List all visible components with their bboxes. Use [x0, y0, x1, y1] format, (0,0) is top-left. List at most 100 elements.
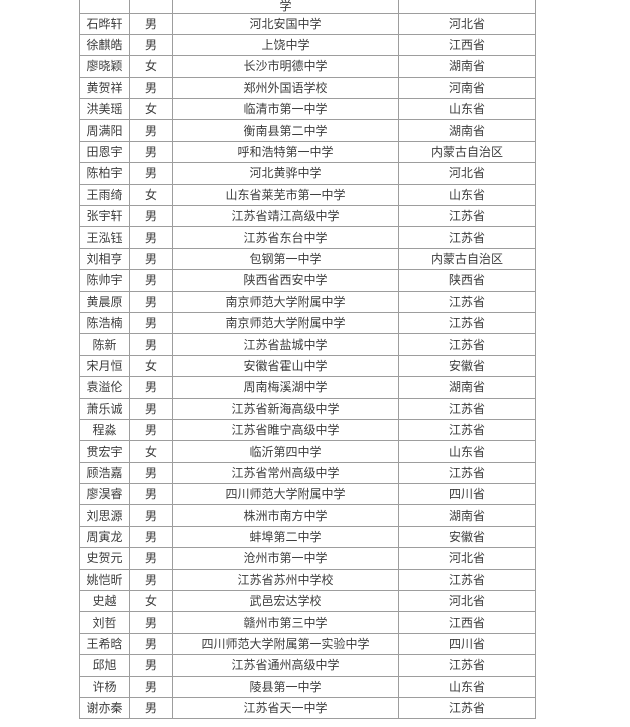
cell-name: 周寅龙: [79, 525, 130, 549]
cell-name: 黄晨原: [79, 290, 130, 313]
cell-school: 江苏省常州高级中学: [172, 461, 399, 485]
cell-province: 江苏省: [398, 205, 536, 228]
table-row: 陈新男江苏省盐城中学 江苏省: [79, 333, 536, 356]
cell-name: 史越: [79, 590, 130, 613]
cell-school: 郑州外国语学校: [172, 76, 399, 100]
cell-gender: 男: [129, 547, 173, 570]
cell-name: 廖淏睿: [79, 483, 130, 506]
cell-gender: 男: [129, 504, 173, 527]
cell-school: 安徽省霍山中学: [172, 354, 399, 378]
table-row: 田恩宇男呼和浩特第一中学 内蒙古自治区: [79, 140, 536, 164]
cell-school: 河北黄骅中学: [172, 162, 399, 185]
cell-province: 江苏省: [398, 461, 536, 485]
cell-school: 江苏省天一中学: [172, 696, 399, 720]
cell-gender: 男: [129, 226, 173, 249]
cell-school: 上饶中学: [172, 33, 399, 57]
cell-name: 许杨: [79, 675, 130, 699]
table-row: 萧乐诚男江苏省新海高级中学 江苏省: [79, 397, 536, 420]
cell-name: 程淼: [79, 418, 130, 442]
cell-gender: 女: [129, 440, 173, 463]
cell-gender: 男: [129, 632, 173, 656]
table-row: 贯宏宇女临沂第四中学 山东省: [79, 440, 536, 463]
cell-province: 河北省: [398, 12, 536, 35]
cell-name: 顾浩嘉: [79, 461, 130, 485]
cell-gender: 女: [129, 55, 173, 78]
cell-school: 赣州市第三中学: [172, 611, 399, 634]
table-row: 陈帅宇男陕西省西安中学 陕西省: [79, 269, 536, 292]
table-row: 史贺元男沧州市第一中学 河北省: [79, 547, 536, 570]
cell-gender: 男: [129, 397, 173, 420]
cell-name: 谢亦秦: [79, 696, 130, 720]
cell-province: 山东省: [398, 98, 536, 121]
table-row: 刘思源男株洲市南方中学 湖南省: [79, 504, 536, 527]
cell-school: 蚌埠第二中学: [172, 525, 399, 549]
cell-gender: 女: [129, 354, 173, 378]
cell-name: 王雨绮: [79, 183, 130, 207]
cell-province: 河北省: [398, 162, 536, 185]
cell-gender: 男: [129, 33, 173, 57]
cell-school: 山东省莱芜市第一中学: [172, 183, 399, 207]
cell-province: 安徽省: [398, 354, 536, 378]
cell-school: 江苏省盐城中学: [172, 333, 399, 356]
cell-province: 山东省: [398, 440, 536, 463]
cell-province: 江苏省: [398, 654, 536, 677]
cell-province: 陕西省: [398, 269, 536, 292]
cell-name: 陈浩楠: [79, 311, 130, 335]
table-row: 王泓钰男江苏省东台中学 江苏省: [79, 226, 536, 249]
cell-school: 江苏省靖江高级中学: [172, 205, 399, 228]
table-row: 周寅龙男蚌埠第二中学 安徽省: [79, 525, 536, 549]
cell-name: 徐麒皓: [79, 33, 130, 57]
table-row: 顾浩嘉男江苏省常州高级中学 江苏省: [79, 461, 536, 485]
cell-province: [398, 0, 536, 14]
cell-gender: 男: [129, 119, 173, 142]
cell-province: 江西省: [398, 611, 536, 634]
cell-province: 湖南省: [398, 376, 536, 399]
table-row: 黄晨原男南京师范大学附属中学 江苏省: [79, 290, 536, 313]
cell-school: 长沙市明德中学: [172, 55, 399, 78]
cell-province: 江西省: [398, 33, 536, 57]
students-table-body: 学石晔轩男河北安国中学 河北省 徐麒皓男上饶中学 江西省 廖晓颖女长沙市明德中学 湖南省黄…: [79, 0, 536, 720]
cell-school: 沧州市第一中学: [172, 547, 399, 570]
cell-province: 内蒙古自治区: [398, 140, 536, 164]
table-row: 程淼男江苏省睢宁高级中学 江苏省: [79, 418, 536, 442]
cell-name: 姚恺昕: [79, 568, 130, 592]
cell-gender: 男: [129, 311, 173, 335]
cell-gender: 男: [129, 12, 173, 35]
table-row: 邱旭男江苏省通州高级中学 江苏省: [79, 654, 536, 677]
students-table: 学石晔轩男河北安国中学 河北省 徐麒皓男上饶中学 江西省 廖晓颖女长沙市明德中学 湖南省黄…: [79, 0, 536, 720]
cell-gender: 男: [129, 269, 173, 292]
cell-school: 江苏省东台中学: [172, 226, 399, 249]
cell-province: 河北省: [398, 590, 536, 613]
cell-name: 萧乐诚: [79, 397, 130, 420]
cell-province: 湖南省: [398, 55, 536, 78]
partial-top-row: 学: [79, 0, 536, 14]
table-row: 史越女武邑宏达学校 河北省: [79, 590, 536, 613]
cell-province: 河北省: [398, 547, 536, 570]
cell-school: 四川师范大学附属中学: [172, 483, 399, 506]
cell-name: 刘相亨: [79, 247, 130, 271]
cell-school: 陕西省西安中学: [172, 269, 399, 292]
cell-name: 廖晓颖: [79, 55, 130, 78]
student-roster-section: 学石晔轩男河北安国中学 河北省 徐麒皓男上饶中学 江西省 廖晓颖女长沙市明德中学 湖南省黄…: [79, 0, 536, 720]
cell-name: 刘哲: [79, 611, 130, 634]
cell-gender: 男: [129, 333, 173, 356]
cell-name: 石晔轩: [79, 12, 130, 35]
cell-gender: 男: [129, 654, 173, 677]
cell-gender: 男: [129, 611, 173, 634]
cell-province: 山东省: [398, 183, 536, 207]
cell-gender: 男: [129, 525, 173, 549]
cell-name: [79, 0, 130, 14]
cell-province: 四川省: [398, 483, 536, 506]
cell-province: 江苏省: [398, 418, 536, 442]
cell-name: 刘思源: [79, 504, 130, 527]
cell-school: 周南梅溪湖中学: [172, 376, 399, 399]
table-row: 王希晗男四川师范大学附属第一实验中学 四川省: [79, 632, 536, 656]
cell-school: 南京师范大学附属中学: [172, 311, 399, 335]
table-row: 石晔轩男河北安国中学 河北省: [79, 12, 536, 35]
cell-province: 内蒙古自治区: [398, 247, 536, 271]
cell-gender: 女: [129, 183, 173, 207]
cell-school: 呼和浩特第一中学: [172, 140, 399, 164]
cell-school: 陵县第一中学: [172, 675, 399, 699]
table-row: 廖晓颖女长沙市明德中学 湖南省: [79, 55, 536, 78]
table-row: 洪美瑶女临清市第一中学 山东省: [79, 98, 536, 121]
